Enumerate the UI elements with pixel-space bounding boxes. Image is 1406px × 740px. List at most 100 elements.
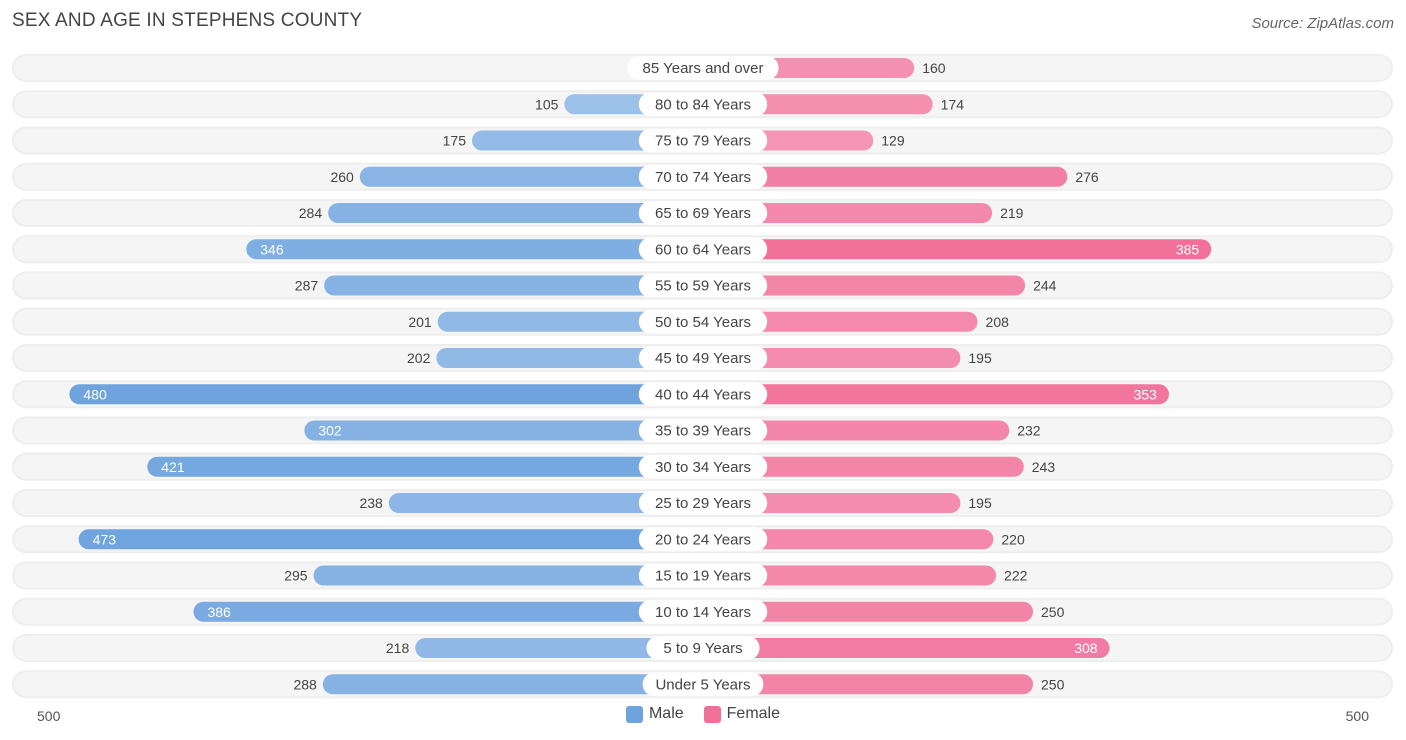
female-value-label: 129 [881,133,905,149]
female-value-label: 232 [1017,423,1041,439]
male-value-label: 288 [293,676,317,692]
female-bar [703,275,1026,296]
male-value-label: 302 [318,423,342,439]
female-bar [703,638,1110,658]
female-bar [703,239,1212,260]
category-label-background [638,201,768,225]
female-bar [703,203,993,223]
female-value-label: 222 [1004,568,1028,584]
male-bar [246,239,703,260]
male-bar [388,493,703,513]
male-value-label: 284 [299,205,323,221]
male-value-label: 175 [443,133,467,149]
female-value-label: 250 [1041,604,1065,620]
legend-item-male: Male [625,705,684,723]
category-label-background [638,273,768,298]
male-value-label: 202 [407,350,431,366]
chart-title: SEX AND AGE IN STEPHENS COUNTY [12,10,363,31]
male-value-label: 480 [83,386,107,402]
category-label: 75 to 79 Years [655,133,751,150]
male-value-label: 421 [161,459,185,475]
female-value-label: 385 [1176,241,1200,257]
male-value-label: 295 [284,568,308,584]
female-value-label: 208 [986,314,1010,330]
category-label-background [646,636,760,660]
category-label-background [638,164,768,189]
male-value-label: 346 [260,241,284,257]
male-value-label: 473 [93,531,117,547]
category-label-background [638,237,768,262]
category-label: 5 to 9 Years [663,640,742,657]
category-label-background [638,382,768,407]
male-value-label: 105 [535,96,559,112]
male-bar [359,166,703,187]
category-label-background [638,527,768,552]
category-label-background [638,418,768,443]
category-label-background [638,92,768,117]
source-note: Source: ZipAtlas.com [1251,15,1394,32]
legend-label-female: Female [726,705,781,722]
male-value-label: 386 [207,604,231,620]
female-value-label: 195 [968,350,992,366]
female-value-label: 174 [941,96,965,112]
female-value-label: 220 [1001,531,1025,547]
category-label: 50 to 54 Years [655,314,751,331]
female-value-label: 219 [1000,205,1024,221]
female-value-label: 308 [1074,640,1098,656]
female-value-label: 195 [968,495,992,511]
category-label: 70 to 74 Years [655,169,751,186]
category-label-background [638,563,768,588]
male-bar [69,384,703,405]
category-label: 45 to 49 Years [655,350,751,367]
category-label: 35 to 39 Years [655,423,751,440]
female-value-label: 276 [1075,169,1099,185]
male-value-label: 201 [408,314,432,330]
category-label-background [627,56,779,80]
category-label: 15 to 19 Years [655,568,751,585]
category-label: 80 to 84 Years [655,96,751,113]
category-label: 20 to 24 Years [655,531,751,548]
female-bar [703,674,1033,695]
category-label-background [638,346,768,370]
legend-label-male: Male [648,705,684,722]
category-label-background [638,599,768,624]
legend: Male Female [0,705,1406,723]
female-bar [703,166,1068,187]
axis-label-right: 500 [1346,708,1370,724]
male-bar [436,348,703,368]
female-swatch [703,705,721,723]
female-bar [703,529,994,550]
male-value-label: 287 [295,278,319,294]
category-label: 30 to 34 Years [655,459,751,476]
male-value-label: 260 [330,169,354,185]
female-value-label: 244 [1033,278,1057,294]
category-label-background [638,309,768,334]
male-bar [78,529,703,550]
male-bar [328,203,703,223]
female-bar [703,565,997,586]
category-label: Under 5 Years [655,676,750,693]
male-value-label: 238 [359,495,383,511]
category-label: 10 to 14 Years [655,604,751,621]
category-label-background [642,672,764,697]
category-label: 85 Years and over [643,60,764,77]
male-value-label: 218 [386,640,410,656]
male-bar [304,420,703,441]
male-bar [437,311,703,332]
axis-label-left: 500 [37,708,61,724]
male-bar [193,601,704,622]
female-value-label: 160 [922,60,946,76]
female-value-label: 243 [1032,459,1056,475]
category-label: 55 to 59 Years [655,278,751,295]
female-bar [703,311,978,332]
male-bar [313,565,703,586]
female-bar [703,493,961,513]
female-bar [703,420,1010,441]
category-label: 40 to 44 Years [655,386,751,403]
female-bar [703,384,1169,405]
legend-item-female: Female [703,705,781,723]
category-label-background [638,454,768,479]
male-bar [322,674,703,695]
female-value-label: 353 [1134,386,1158,402]
